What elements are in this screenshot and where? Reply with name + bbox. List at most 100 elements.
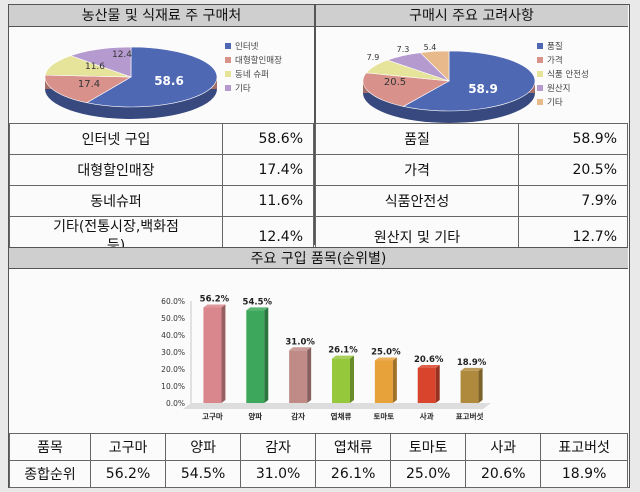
- bar: [460, 370, 479, 403]
- bar: [417, 367, 436, 403]
- bar-value-label: 31.0%: [285, 337, 315, 347]
- x-tick-label: 사과: [420, 411, 434, 421]
- pie-slice: [402, 50, 536, 112]
- table-cell-value: 20.5%: [518, 154, 628, 186]
- pie-data-label: 12.4: [112, 50, 132, 60]
- bar-side: [435, 364, 440, 403]
- legend-label: 가격: [547, 55, 563, 66]
- legend-swatch: [537, 57, 543, 63]
- bar-top: [460, 367, 483, 371]
- bar-value-label: 25.0%: [371, 348, 401, 358]
- bar-value-label: 54.5%: [243, 297, 273, 307]
- middle-panel-title: 주요 구입 품목(순위별): [9, 247, 628, 269]
- table-cell-label: 식품안전성: [315, 185, 519, 217]
- table-cell-value: 26.1%: [315, 460, 392, 488]
- table-cell-value: 20.6%: [465, 460, 542, 488]
- bar: [289, 350, 308, 403]
- table-cell-value: 31.0%: [240, 460, 317, 488]
- legend-swatch: [537, 43, 543, 49]
- legend-label: 동네 슈퍼: [235, 70, 269, 80]
- pie-slice: [44, 74, 133, 104]
- left-table: 인터넷 구입 58.6% 대형할인매장 17.4% 동네슈퍼 11.6% 기타(…: [9, 123, 314, 258]
- bar-value-label: 20.6%: [414, 355, 444, 365]
- bar-side: [350, 355, 354, 403]
- survey-sheet: 농산물 및 식재료 주 구매처 구매시 주요 고려사항 58.6 17.4 11.6…: [8, 4, 630, 488]
- legend-label: 대형할인매장: [235, 55, 282, 66]
- bar: [246, 310, 265, 403]
- table-header-item: 고구마: [89, 433, 167, 461]
- center-divider: [314, 5, 316, 245]
- table-cell-label: 동네슈퍼: [9, 185, 223, 217]
- table-cell-label: 가격: [315, 154, 519, 186]
- bar-side: [392, 357, 397, 403]
- table-row: 종합순위 56.2% 54.5% 31.0% 26.1% 25.0% 20.6%…: [9, 460, 628, 488]
- table-header-item: 토마토: [390, 433, 467, 461]
- bar-value-label: 26.1%: [328, 346, 358, 356]
- x-tick-label: 토마토: [374, 411, 395, 421]
- bar-side: [264, 307, 269, 403]
- table-header-item: 사과: [465, 433, 542, 461]
- legend-swatch: [537, 85, 543, 91]
- pie-slice: [362, 72, 450, 107]
- table-row-label: 종합순위: [9, 460, 91, 488]
- table-row: 인터넷 구입 58.6%: [9, 123, 314, 155]
- table-cell-value: 56.2%: [89, 460, 167, 488]
- table-cell-label: 인터넷 구입: [9, 123, 223, 155]
- bar: [203, 307, 222, 403]
- bar-chart-top-items: 0.0% 10.0% 20.0% 30.0% 40.0% 50.0% 60.0% 56.2% 고…: [161, 294, 491, 421]
- table-cell-value: 54.5%: [165, 460, 242, 488]
- pie-data-label: 20.5: [384, 77, 406, 88]
- legend-label: 기타: [235, 84, 251, 94]
- y-tick-label: 40.0%: [161, 331, 185, 340]
- bar-value-label: 56.2%: [200, 294, 230, 304]
- table-cell-label: 품질: [315, 123, 519, 155]
- legend-swatch: [225, 57, 231, 63]
- table-cell-value: 7.9%: [518, 185, 628, 217]
- table-cell-value: 11.6%: [222, 185, 314, 217]
- pie-data-label: 58.6: [154, 74, 184, 88]
- x-tick-label: 양파: [248, 411, 262, 421]
- bottom-table: 품목 고구마 양파 감자 엽채류 토마토 사과 표고버섯 종합순위 56.2% …: [9, 433, 628, 488]
- table-row: 동네슈퍼 11.6%: [9, 185, 314, 217]
- y-tick-label: 20.0%: [161, 365, 185, 374]
- table-row: 가격 20.5%: [315, 154, 628, 186]
- bar-top: [374, 357, 397, 361]
- pie-data-label: 7.3: [397, 45, 410, 54]
- bar-side: [478, 367, 483, 403]
- table-cell-value: 58.6%: [222, 123, 314, 155]
- y-tick-label: 0.0%: [166, 399, 185, 408]
- y-tick-label: 60.0%: [161, 297, 185, 306]
- y-tick-label: 50.0%: [161, 314, 185, 323]
- left-panel-title: 농산물 및 식재료 주 구매처: [9, 5, 314, 27]
- pie-slice: [419, 50, 450, 82]
- table-header-item: 양파: [165, 433, 242, 461]
- bar-top: [203, 304, 226, 308]
- pie-slice: [85, 46, 218, 108]
- bar-top: [332, 355, 354, 359]
- pie-data-label: 17.4: [78, 79, 100, 90]
- legend-label: 품질: [547, 41, 563, 52]
- y-tick-label: 30.0%: [161, 348, 185, 357]
- table-cell-label: 대형할인매장: [9, 154, 223, 186]
- table-header-item: 표고버섯: [540, 433, 628, 461]
- x-tick-label: 감자: [291, 411, 305, 421]
- pie-data-label: 7.9: [367, 53, 380, 62]
- legend-swatch: [537, 71, 543, 77]
- pie-data-label: 11.6: [85, 62, 105, 72]
- right-panel-title: 구매시 주요 고려사항: [315, 5, 628, 27]
- y-tick-label: 10.0%: [161, 382, 185, 391]
- pie-slice: [44, 55, 132, 78]
- legend-label: 기타: [547, 98, 563, 108]
- legend-swatch: [537, 99, 543, 105]
- table-row: 품질 58.9%: [315, 123, 628, 155]
- x-tick-label: 표고버섯: [456, 411, 484, 421]
- table-cell-value: 25.0%: [390, 460, 467, 488]
- table-row: 대형할인매장 17.4%: [9, 154, 314, 186]
- table-header-item: 엽채류: [315, 433, 392, 461]
- bar-value-label: 18.9%: [457, 358, 487, 368]
- bar-top: [289, 347, 312, 351]
- bar-side: [221, 304, 226, 403]
- x-tick-label: 고구마: [202, 411, 223, 421]
- table-cell-value: 17.4%: [222, 154, 314, 186]
